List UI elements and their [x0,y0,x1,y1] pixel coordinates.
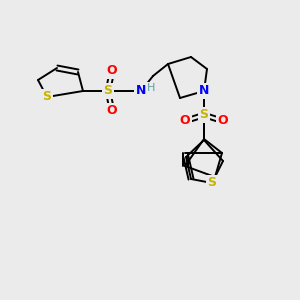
Text: S: S [43,91,52,103]
Text: H: H [147,83,155,93]
Text: O: O [107,64,117,77]
Text: S: S [208,176,217,190]
Text: N: N [199,85,209,98]
Text: S: S [103,85,112,98]
Text: S: S [200,109,208,122]
Text: O: O [180,115,190,128]
Text: O: O [107,104,117,118]
Text: O: O [218,115,228,128]
Text: N: N [136,85,146,98]
